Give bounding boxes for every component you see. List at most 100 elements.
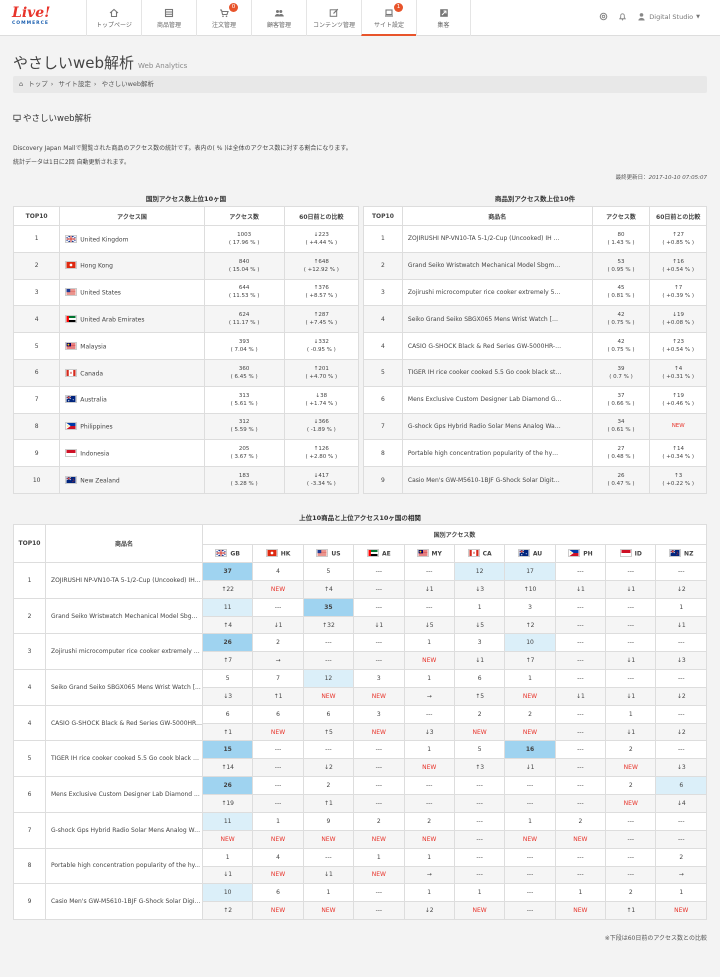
table-row: 6 Canada 360( 6.45 % ) ↑201( +4.70 % ) [12, 358, 360, 387]
product-name[interactable]: Portable high concentration popularity o… [407, 449, 562, 457]
count-cell: 360( 6.45 % ) [203, 358, 285, 387]
home-icon [109, 8, 119, 18]
flag-nz-icon [65, 475, 78, 484]
product-name[interactable]: CASIO G-SHOCK Black & Red Series GW-5000… [407, 342, 562, 350]
product-name[interactable]: Grand Seiko Wristwatch Mechanical Model … [407, 262, 562, 270]
access-value-cell: --- [353, 776, 405, 796]
diff-cell: ↑3( +0.22 % ) [649, 466, 707, 494]
nav-item-label: 商品管理 [156, 22, 181, 29]
diff-value-cell: ↑14 [201, 758, 254, 778]
product-name[interactable]: Casio Men's GW-M5610-1BJF G-Shock Solar … [44, 883, 203, 920]
breadcrumb-site-settings[interactable]: サイト設定 [58, 80, 91, 88]
access-value-cell: 1 [353, 847, 405, 867]
table-row: 7 Australia 313( 5.61 % ) ↓38( +1.74 % ) [12, 385, 360, 414]
matrix-row: 6 Mens Exclusive Custom Designer Lab Diam… [13, 776, 707, 813]
diff-value-cell: NEW [504, 687, 556, 706]
product-name[interactable]: Seiko Grand Seiko SBGX065 Mens Wrist Wat… [44, 669, 203, 706]
diff-value-cell: ↑7 [201, 651, 254, 671]
product-name[interactable]: CASIO G-SHOCK Black & Red Series GW-5000… [44, 704, 203, 742]
nav-badge: 0 [229, 3, 238, 12]
diff-value-cell: --- [605, 829, 657, 849]
name-cell: TIGER IH rice cooker cooked 5.5 Go cook … [401, 358, 593, 387]
product-name[interactable]: ZOJIRUSHI NP-VN10-TA 5-1/2-Cup (Uncooked… [44, 562, 203, 599]
count-cell: 205( 3.67 % ) [203, 439, 285, 468]
users-icon [274, 10, 284, 17]
matrix-diff-row: ↓1 NEW ↓1 NEW → --- --- --- --- → [14, 865, 707, 885]
product-name[interactable]: Portable high concentration popularity o… [44, 847, 203, 885]
flag-au-icon [65, 395, 78, 404]
nav-item-label: サイト設定 [373, 22, 404, 29]
access-value-cell: --- [655, 669, 707, 689]
diff-cell: ↓19( +0.08 % ) [649, 305, 707, 334]
matrix-row: 4 CASIO G-SHOCK Black & Red Series GW-500… [13, 704, 707, 742]
product-name[interactable]: Zojirushi microcomputer rice cooker extr… [407, 288, 562, 296]
diff-value-cell: --- [353, 651, 405, 671]
header-cell: TOP10 [12, 206, 61, 226]
matrix-row: 1 ZOJIRUSHI NP-VN10-TA 5-1/2-Cup (Uncooke… [13, 562, 707, 599]
product-name[interactable]: Mens Exclusive Custom Designer Lab Diamo… [44, 776, 203, 813]
rank-cell: 3 [13, 633, 46, 671]
nav-item-edit[interactable]: コンテンツ管理 [306, 0, 361, 36]
product-name[interactable]: Seiko Grand Seiko SBGX065 Mens Wrist Wat… [407, 315, 562, 323]
nav-item-share[interactable]: 集客 [416, 0, 471, 36]
diff-value-cell: NEW [252, 901, 304, 920]
header-cell: 60日前との比較 [649, 206, 707, 226]
user-icon [638, 13, 645, 21]
matrix-row: 5 TIGER IH rice cooker cooked 5.5 Go cook… [13, 740, 707, 778]
diff-value-cell: --- [353, 580, 405, 599]
access-value-cell: --- [353, 633, 405, 653]
product-name[interactable]: Grand Seiko Wristwatch Mechanical Model … [44, 597, 203, 635]
rank-cell: 5 [12, 332, 61, 360]
matrix-row: 3 Zojirushi microcomputer rice cooker ext… [13, 633, 707, 671]
access-value-cell: --- [554, 740, 607, 760]
access-value-cell: 5 [302, 562, 355, 581]
product-name[interactable]: G-shock Gps Hybrid Radio Solar Mens Anal… [44, 811, 203, 849]
access-value-cell: 2 [302, 776, 355, 796]
count-cell: 393( 7.04 % ) [203, 332, 285, 360]
diff-value-cell: NEW [504, 829, 556, 849]
diff-value-cell: --- [554, 651, 607, 671]
page-subtitle: Web Analytics [138, 62, 188, 70]
user-menu[interactable]: Digital Studio ▼ [637, 12, 700, 21]
access-value-cell: --- [403, 562, 455, 581]
diff-value-cell: ↓5 [453, 615, 506, 635]
product-name[interactable]: Zojirushi microcomputer rice cooker extr… [44, 633, 203, 671]
diff-value-cell: ↑7 [504, 651, 556, 671]
access-value-cell: 11 [201, 597, 254, 617]
flag-my-icon [65, 341, 78, 350]
name-cell: United Arab Emirates [59, 305, 205, 334]
live-commerce-logo[interactable]: Live! COMMERCE [12, 5, 52, 31]
table-row: 3 Zojirushi microcomputer rice cooker ext… [363, 278, 707, 307]
diff-value-cell: ↓1 [605, 580, 657, 599]
diff-value-cell: --- [504, 901, 556, 920]
product-name[interactable]: TIGER IH rice cooker cooked 5.5 Go cook … [44, 740, 203, 778]
nav-item-laptop[interactable]: サイト設定 1 [361, 0, 416, 36]
diff-value-cell: ↓1 [605, 722, 657, 742]
access-value-cell: 1 [453, 883, 506, 903]
product-name[interactable]: ZOJIRUSHI NP-VN10-TA 5-1/2-Cup (Uncooked… [407, 235, 562, 243]
support-icon[interactable] [599, 12, 608, 21]
table-row: 5 TIGER IH rice cooker cooked 5.5 Go cook… [363, 358, 707, 387]
access-value-cell: 1 [403, 883, 455, 903]
nav-item-users[interactable]: 顧客管理 [251, 0, 306, 36]
matrix-row: 7 G-shock Gps Hybrid Radio Solar Mens Ana… [13, 811, 707, 849]
name-cell: Australia [59, 385, 205, 414]
nav-item-box[interactable]: 商品管理 [141, 0, 196, 36]
product-name[interactable]: Mens Exclusive Custom Designer Lab Diamo… [407, 396, 562, 404]
breadcrumb-top[interactable]: トップ [28, 80, 48, 88]
diff-value-cell: ↓4 [655, 794, 707, 813]
flag-gb-icon [65, 234, 78, 243]
nav-item-home[interactable]: トップページ [86, 0, 141, 36]
diff-value-cell: --- [252, 758, 304, 778]
product-name[interactable]: Casio Men's GW-M5610-1BJF G-Shock Solar … [407, 476, 562, 484]
product-name[interactable]: G-shock Gps Hybrid Radio Solar Mens Anal… [407, 422, 562, 430]
diff-value-cell: --- [504, 794, 556, 813]
count-cell: 53( 0.95 % ) [591, 251, 651, 280]
diff-value-cell: ↓1 [353, 615, 405, 635]
product-name[interactable]: TIGER IH rice cooker cooked 5.5 Go cook … [407, 369, 562, 377]
bell-icon[interactable] [618, 12, 627, 21]
diff-value-cell: --- [655, 829, 707, 849]
nav-item-cart[interactable]: 注文管理 0 [196, 0, 251, 36]
access-value-cell: --- [453, 847, 506, 867]
country-name: United States [80, 289, 121, 297]
